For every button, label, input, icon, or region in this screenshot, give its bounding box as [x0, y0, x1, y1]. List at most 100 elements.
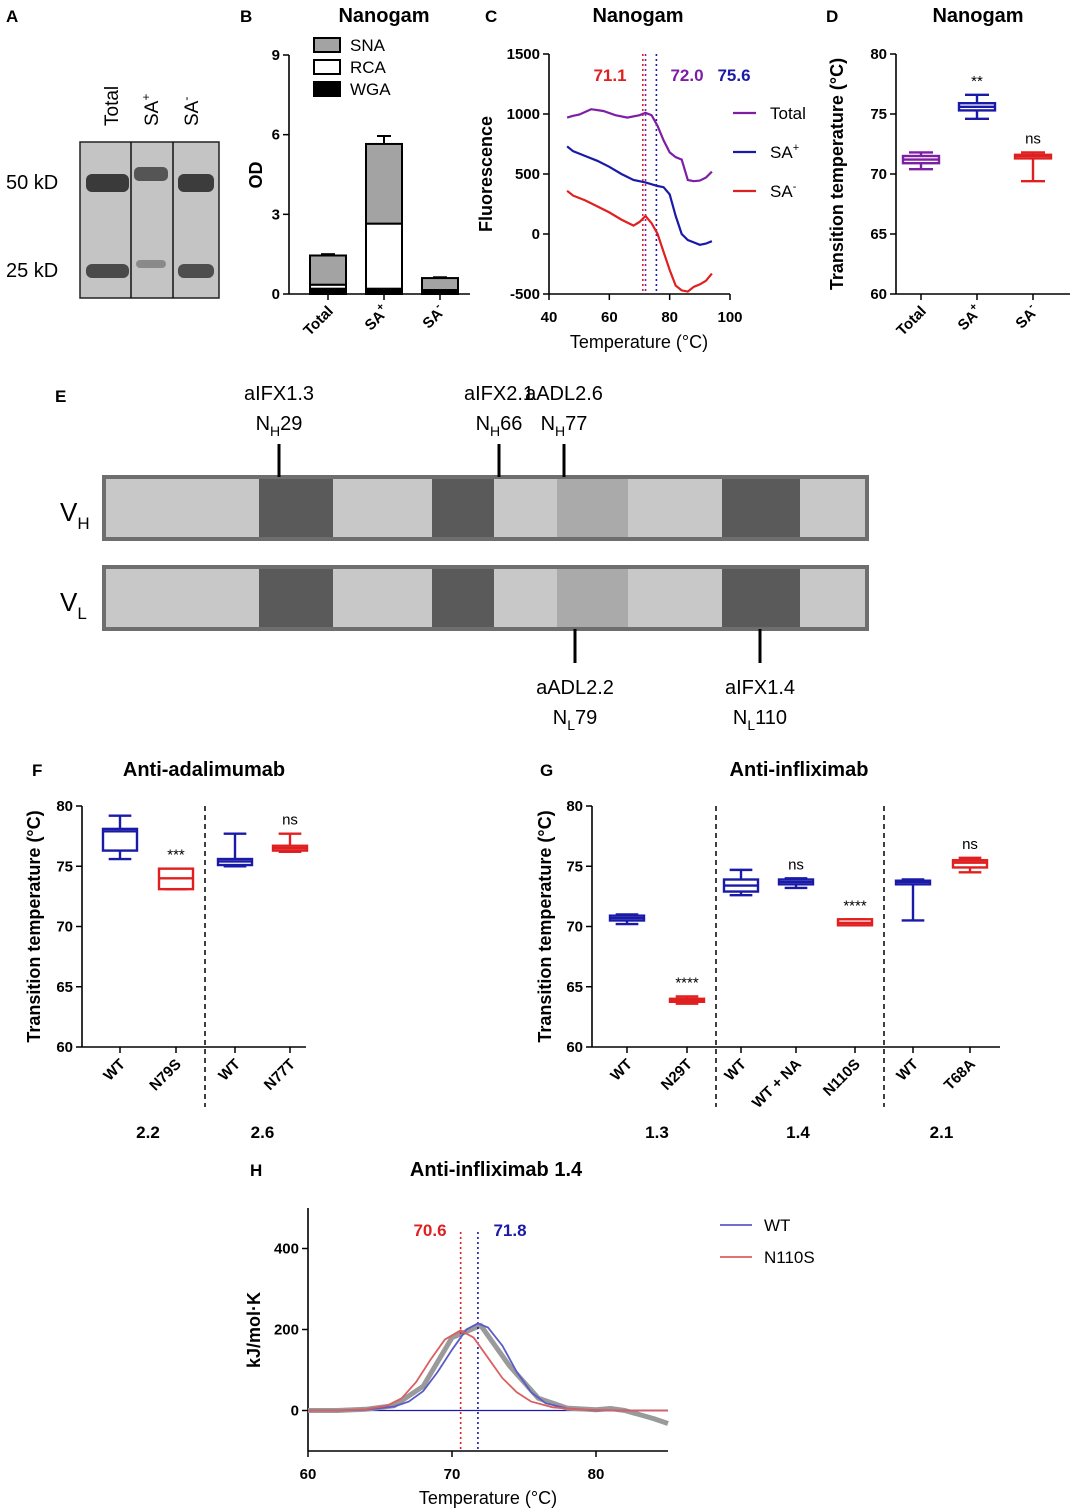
domain-diagram: VHVLaIFX1.3NH29aIFX2.1NH66aADL2.6NH77aAD…: [60, 383, 869, 733]
domain-segment: [494, 569, 557, 627]
x-tick-label: T68A: [941, 1056, 979, 1094]
glycosite-residue: N: [476, 413, 490, 435]
y-axis-label: Transition temperature (°C): [827, 58, 847, 290]
glycosite-chain: H: [270, 423, 280, 439]
x-tick-label: N77T: [261, 1056, 299, 1094]
domain-row-label-text: V: [60, 587, 78, 617]
x-tick-label: WT: [721, 1056, 750, 1085]
significance-label: ***: [167, 847, 185, 864]
glycosite-chain: L: [567, 717, 575, 733]
significance-label: ns: [962, 836, 978, 853]
x-tick-label: SA-: [1010, 300, 1042, 332]
y-tick-label: 80: [566, 798, 583, 815]
chart-g: Anti-infliximab Transition temperature (°…: [535, 759, 1000, 1142]
significance-label: ns: [1025, 130, 1041, 147]
y-tick-label: 70: [56, 919, 73, 936]
y-tick-label: 65: [56, 979, 73, 996]
y-tick-label: 3: [272, 206, 280, 223]
group-label: 1.3: [645, 1123, 669, 1142]
y-tick-label: 1000: [507, 106, 540, 123]
chart-title: Nanogam: [338, 5, 429, 27]
x-tick-label: 70: [444, 1466, 461, 1483]
x-tick-label: WT: [893, 1056, 922, 1085]
bar-rca: [365, 222, 403, 290]
x-tick-label: SA+: [359, 301, 392, 334]
group-label: 2.6: [251, 1123, 275, 1142]
domain-segment: [333, 479, 432, 537]
legend-swatch: [313, 59, 341, 75]
legend-label: SNA: [350, 36, 386, 55]
gel-band: [178, 264, 214, 278]
gel-marker-label: 25 kD: [6, 260, 58, 282]
significance-label: ****: [675, 974, 699, 991]
glycosite-number: 77: [565, 413, 587, 435]
y-tick-label: 60: [870, 286, 887, 303]
glycosite-name: aIFX2.1: [464, 383, 534, 405]
glycosite-residue: N: [256, 413, 270, 435]
domain-segment: [333, 569, 432, 627]
x-tick-label-text: N29T: [658, 1056, 696, 1094]
bar-sna: [421, 277, 459, 292]
gel-lane-label: Total: [102, 86, 123, 126]
legend-label: SA+: [770, 142, 799, 162]
domain-segment: [800, 479, 866, 537]
domain-segment: [722, 479, 800, 537]
panel-label-e: E: [55, 387, 66, 406]
gel-lane-label: SA+: [139, 94, 163, 126]
legend-label: N110S: [764, 1248, 815, 1267]
legend-label-text: SA: [770, 143, 793, 162]
bar-sna: [365, 142, 403, 225]
x-tick-label: N79S: [146, 1056, 185, 1095]
panel-label-c: C: [485, 7, 497, 26]
x-tick-label: 100: [717, 309, 742, 326]
y-tick-label: 0: [272, 286, 280, 303]
group-label: 2.1: [930, 1123, 954, 1142]
y-tick-label: 80: [56, 798, 73, 815]
group-label: 2.2: [136, 1123, 160, 1142]
domain-row-label: VH: [60, 497, 90, 533]
y-tick-label: 200: [274, 1322, 299, 1339]
y-tick-label: 80: [870, 46, 887, 63]
glycosite-number: 29: [280, 413, 302, 435]
gel-lane-label: SA-: [179, 97, 203, 126]
tm-label: 71.1: [593, 66, 626, 85]
legend-label: WGA: [350, 80, 391, 99]
significance-label: ns: [788, 856, 804, 873]
bar-sna: [309, 254, 347, 286]
gel-lane-label-sup: +: [139, 94, 153, 101]
domain-segment: [628, 479, 722, 537]
gel-band: [86, 264, 129, 278]
glycosite-chain: H: [555, 423, 565, 439]
legend-label: RCA: [350, 58, 387, 77]
glycosite-name: aADL2.2: [536, 677, 614, 699]
glycosite-position: NH66: [476, 413, 523, 439]
domain-segment: [107, 569, 259, 627]
y-tick-label: 70: [870, 166, 887, 183]
gel-marker-label: 50 kD: [6, 172, 58, 194]
significance-label: ns: [282, 812, 298, 829]
tm-label: 72.0: [670, 66, 703, 85]
legend-label-text: Total: [770, 104, 806, 123]
box: [101, 827, 139, 852]
glycosite-number: 79: [575, 707, 597, 729]
legend-swatch: [313, 81, 341, 97]
x-tick-label-text: WT: [607, 1056, 636, 1085]
domain-row-label: VL: [60, 587, 87, 623]
chart-b: Nanogam OD 0 3 6 9 Total SA+ SA- SNA RCA WGA: [246, 5, 470, 339]
y-axis-label: OD: [246, 161, 266, 188]
x-tick-label-text: WT: [100, 1056, 129, 1085]
tm-label: 71.8: [493, 1221, 526, 1240]
chart-title: Anti-adalimumab: [123, 759, 285, 781]
y-tick-label: -500: [510, 286, 540, 303]
chart-title: Nanogam: [592, 5, 683, 27]
significance-label: **: [971, 73, 983, 90]
x-tick-label: N110S: [820, 1056, 864, 1100]
domain-segment: [494, 479, 557, 537]
glycosite-residue: N: [733, 707, 747, 729]
x-tick-label: SA-: [417, 300, 449, 332]
box: [951, 859, 989, 869]
x-tick-label: WT: [215, 1056, 244, 1085]
x-tick-label: 60: [601, 309, 618, 326]
x-tick-label: SA+: [952, 301, 985, 334]
